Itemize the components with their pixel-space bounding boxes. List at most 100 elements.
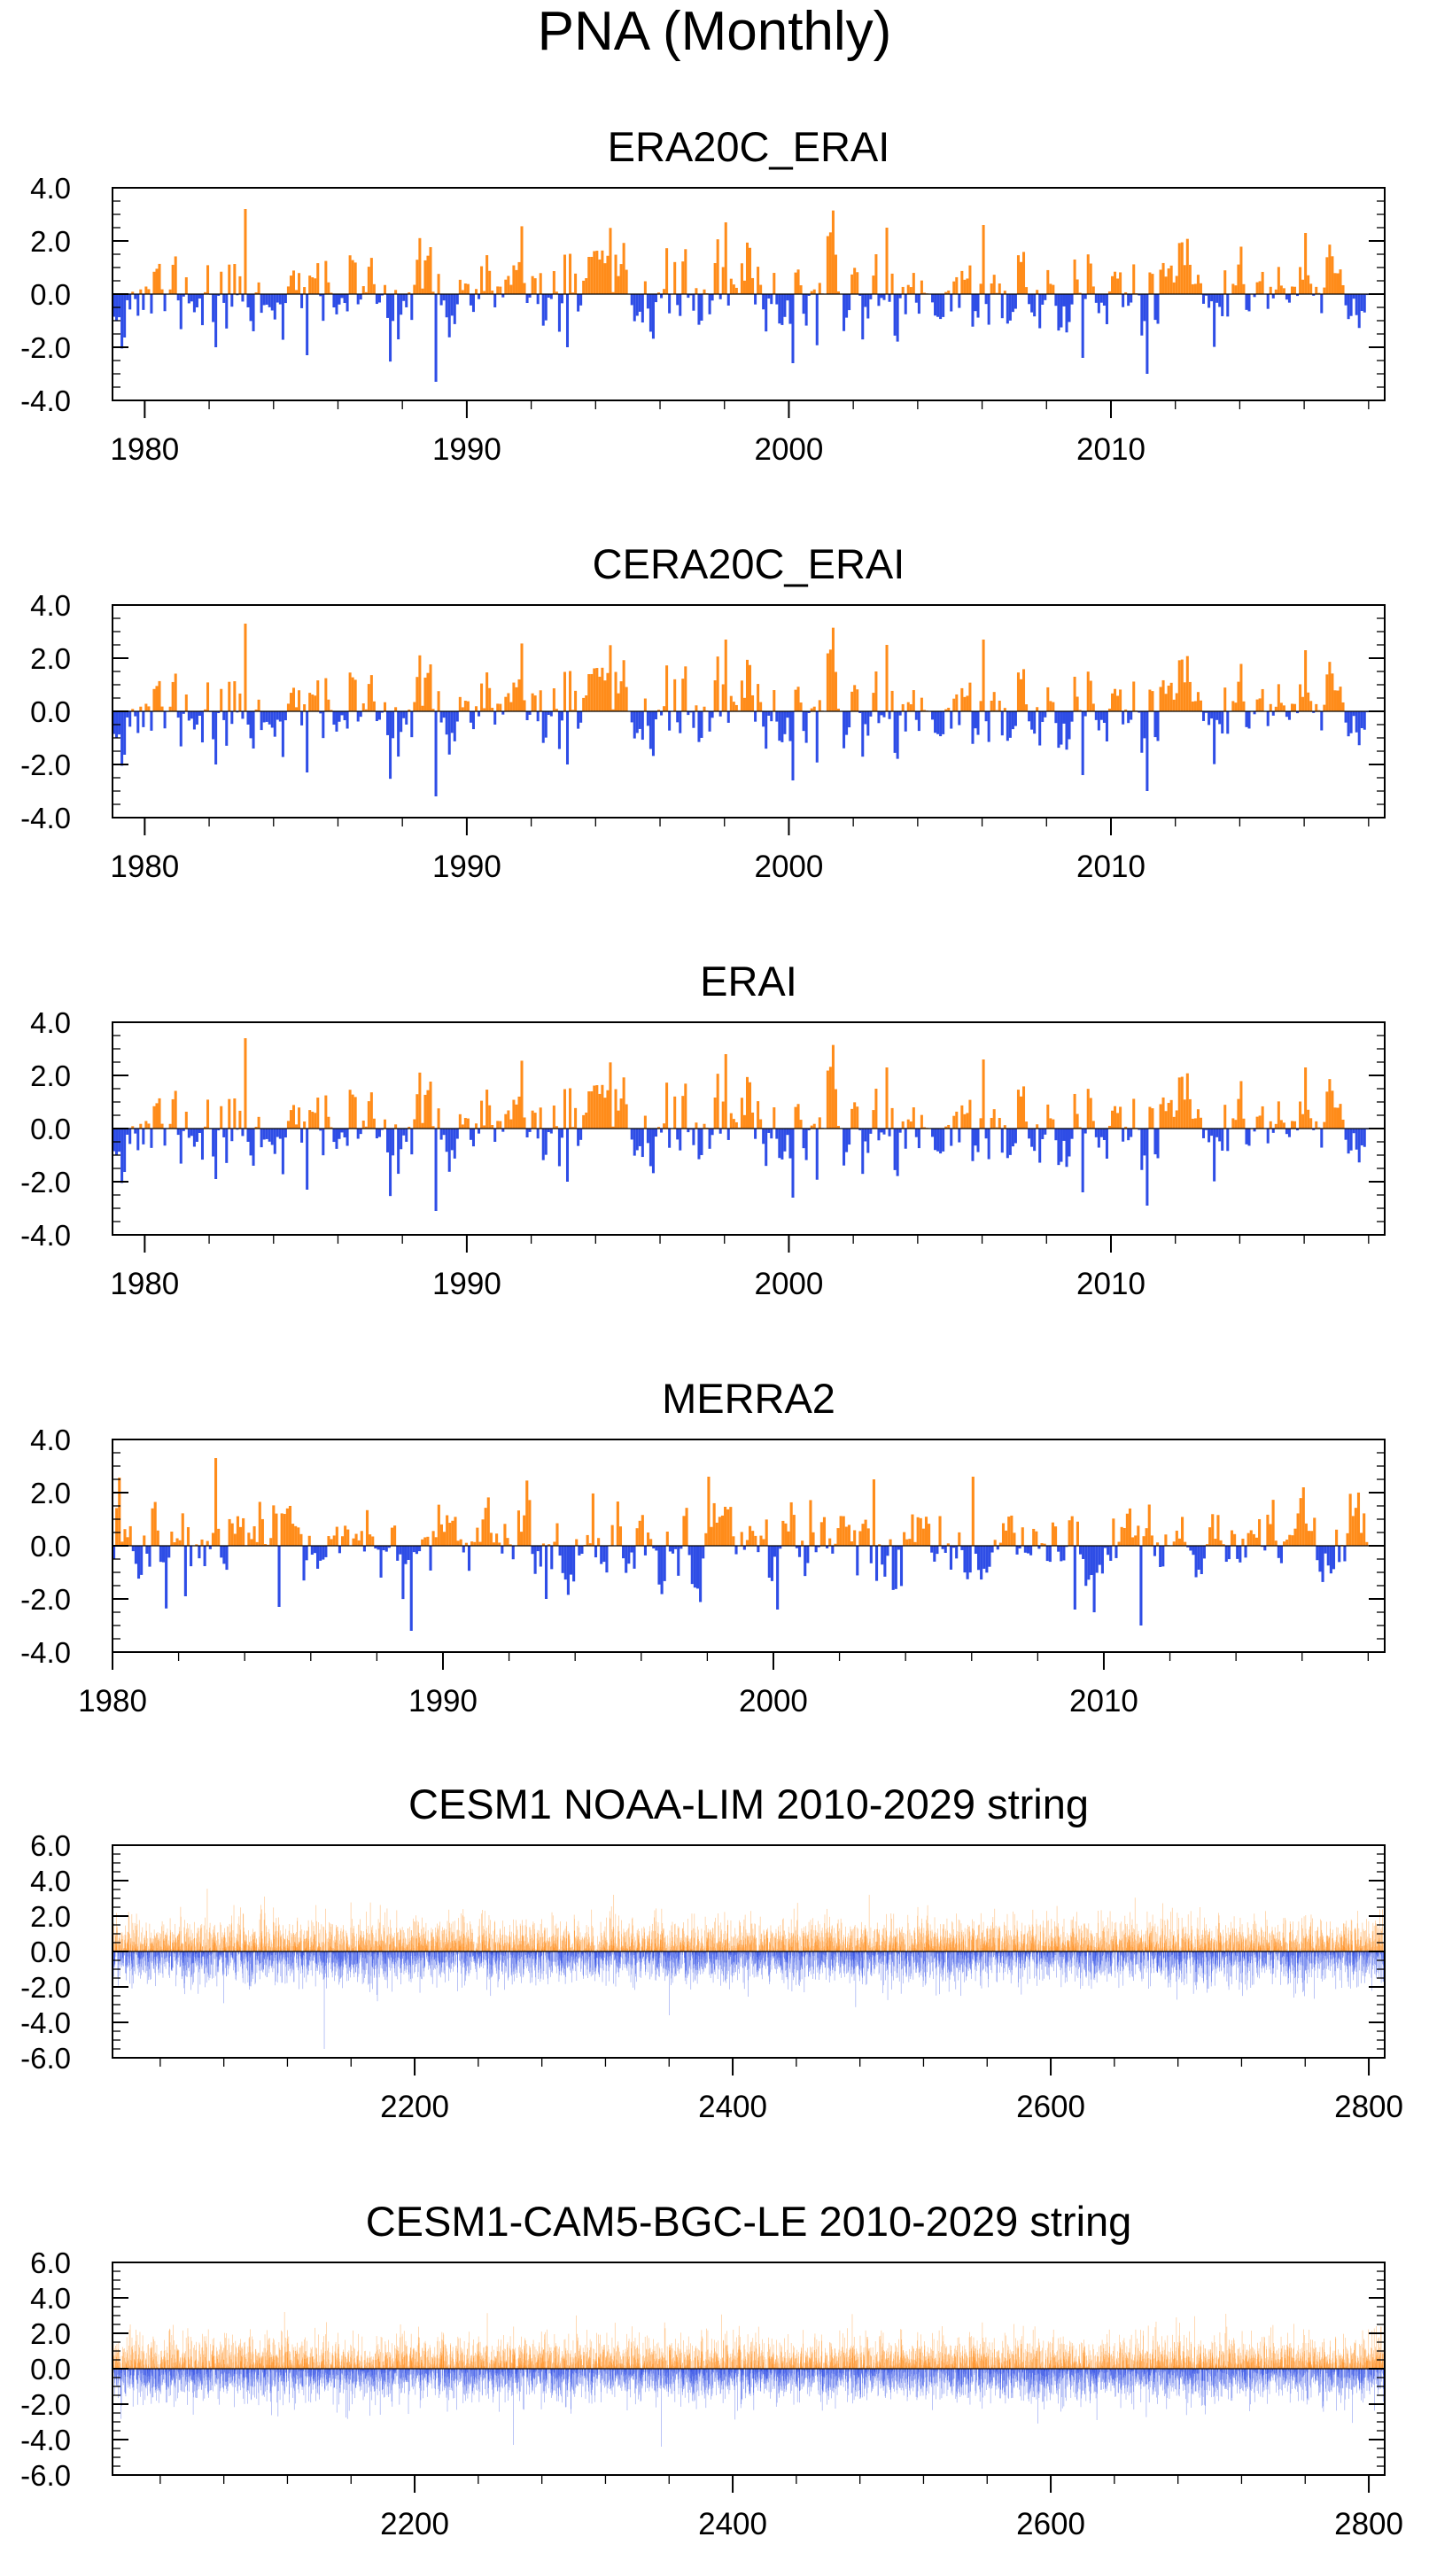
bar-negative	[218, 1951, 220, 1973]
bar-positive	[420, 1936, 422, 1951]
bar-positive	[478, 1919, 480, 1951]
bar-negative	[313, 1546, 317, 1554]
bar-negative	[410, 294, 414, 321]
bar-negative	[118, 294, 121, 318]
bar-positive	[448, 1909, 450, 1951]
bar-positive	[818, 700, 821, 711]
bar-negative	[118, 1951, 120, 1954]
bar-positive	[903, 1532, 906, 1546]
bar-positive	[968, 265, 972, 294]
bar-negative	[170, 1951, 171, 1957]
bar-positive	[364, 709, 368, 711]
bar-negative	[1122, 294, 1125, 307]
ytick-label: 0.0	[30, 278, 71, 311]
bar-positive	[1175, 693, 1178, 711]
bar-positive	[1188, 1098, 1192, 1129]
bar-negative	[646, 711, 649, 726]
bar-positive	[394, 1932, 395, 1951]
bar-positive	[801, 1540, 804, 1546]
bar-negative	[159, 1951, 160, 1961]
bar-positive	[812, 706, 816, 711]
bar-negative	[1100, 1546, 1104, 1574]
bar-negative	[1194, 1546, 1198, 1578]
bar-negative	[984, 711, 988, 722]
bar-positive	[1049, 1118, 1052, 1129]
bar-negative	[472, 1951, 474, 1957]
bar-positive	[136, 1913, 137, 1951]
bar-negative	[198, 1951, 199, 1961]
bar-negative	[898, 294, 902, 299]
bar-negative	[385, 1951, 387, 1981]
bar-negative	[1038, 1129, 1042, 1163]
bar-negative	[449, 1951, 450, 1968]
bar-positive	[152, 1106, 156, 1129]
bar-negative	[126, 711, 129, 718]
bar-positive	[384, 1944, 386, 1951]
bar-positive	[447, 1920, 448, 1951]
bar-negative	[177, 1951, 179, 1962]
bar-positive	[794, 272, 797, 294]
bar-negative	[169, 1951, 170, 1967]
bar-negative	[138, 1951, 139, 1965]
bar-negative	[781, 1129, 784, 1160]
bar-positive	[449, 1942, 451, 1951]
bar-negative	[470, 1951, 471, 1970]
bar-negative	[276, 1951, 277, 1964]
bar-negative	[692, 294, 695, 311]
bar-negative	[397, 1129, 400, 1175]
bar-positive	[924, 1517, 928, 1546]
bar-positive	[499, 703, 502, 711]
bar-positive	[1279, 285, 1283, 294]
bar-positive	[533, 278, 537, 294]
bar-positive	[173, 1948, 175, 1951]
bar-positive	[375, 1940, 376, 1951]
bar-negative	[145, 1546, 149, 1554]
bar-positive	[297, 1920, 298, 1951]
bar-positive	[463, 701, 467, 711]
bar-positive	[189, 1944, 190, 1951]
bar-positive	[1328, 244, 1332, 294]
bar-negative	[1192, 1546, 1195, 1556]
bar-negative	[1218, 294, 1222, 307]
bar-positive	[590, 1090, 594, 1129]
ytick-label: 2.0	[30, 225, 71, 258]
bar-negative	[1060, 294, 1063, 328]
bar-positive	[231, 1945, 233, 1951]
bar-negative	[134, 711, 137, 717]
bar-negative	[232, 1951, 234, 1959]
bar-negative	[1205, 1129, 1208, 1130]
bar-negative	[931, 711, 935, 720]
bar-negative	[807, 1129, 811, 1130]
bar-positive	[512, 1099, 516, 1129]
bar-negative	[276, 1951, 277, 1961]
bar-negative	[1083, 711, 1087, 717]
bar-negative	[1201, 1129, 1206, 1138]
bar-positive	[1036, 707, 1039, 711]
bar-negative	[301, 1951, 303, 1967]
bar-positive	[1183, 265, 1186, 294]
bar-positive	[1172, 282, 1176, 294]
bar-positive	[433, 1938, 435, 1951]
bar-positive	[436, 1942, 438, 1951]
bar-negative	[643, 1546, 647, 1556]
bar-positive	[1091, 286, 1095, 294]
bar-negative	[198, 711, 201, 716]
bar-negative	[355, 1951, 356, 1973]
bar-negative	[896, 294, 899, 342]
bar-positive	[1301, 1487, 1305, 1546]
bar-positive	[1255, 1116, 1259, 1129]
bar-positive	[444, 1928, 446, 1951]
bar-negative	[246, 1129, 250, 1142]
bar-positive	[188, 1944, 190, 1951]
ytick-label: -4.0	[20, 802, 71, 834]
bar-negative	[464, 1951, 466, 1959]
bar-negative	[186, 1951, 188, 1971]
bar-positive	[411, 1944, 413, 1951]
bar-positive	[437, 274, 440, 294]
bar-positive	[252, 1935, 253, 1951]
bar-positive	[177, 1936, 179, 1951]
bar-negative	[874, 1546, 879, 1581]
bar-positive	[1339, 269, 1342, 294]
bar-positive	[614, 671, 617, 711]
bar-positive	[1283, 1541, 1286, 1546]
